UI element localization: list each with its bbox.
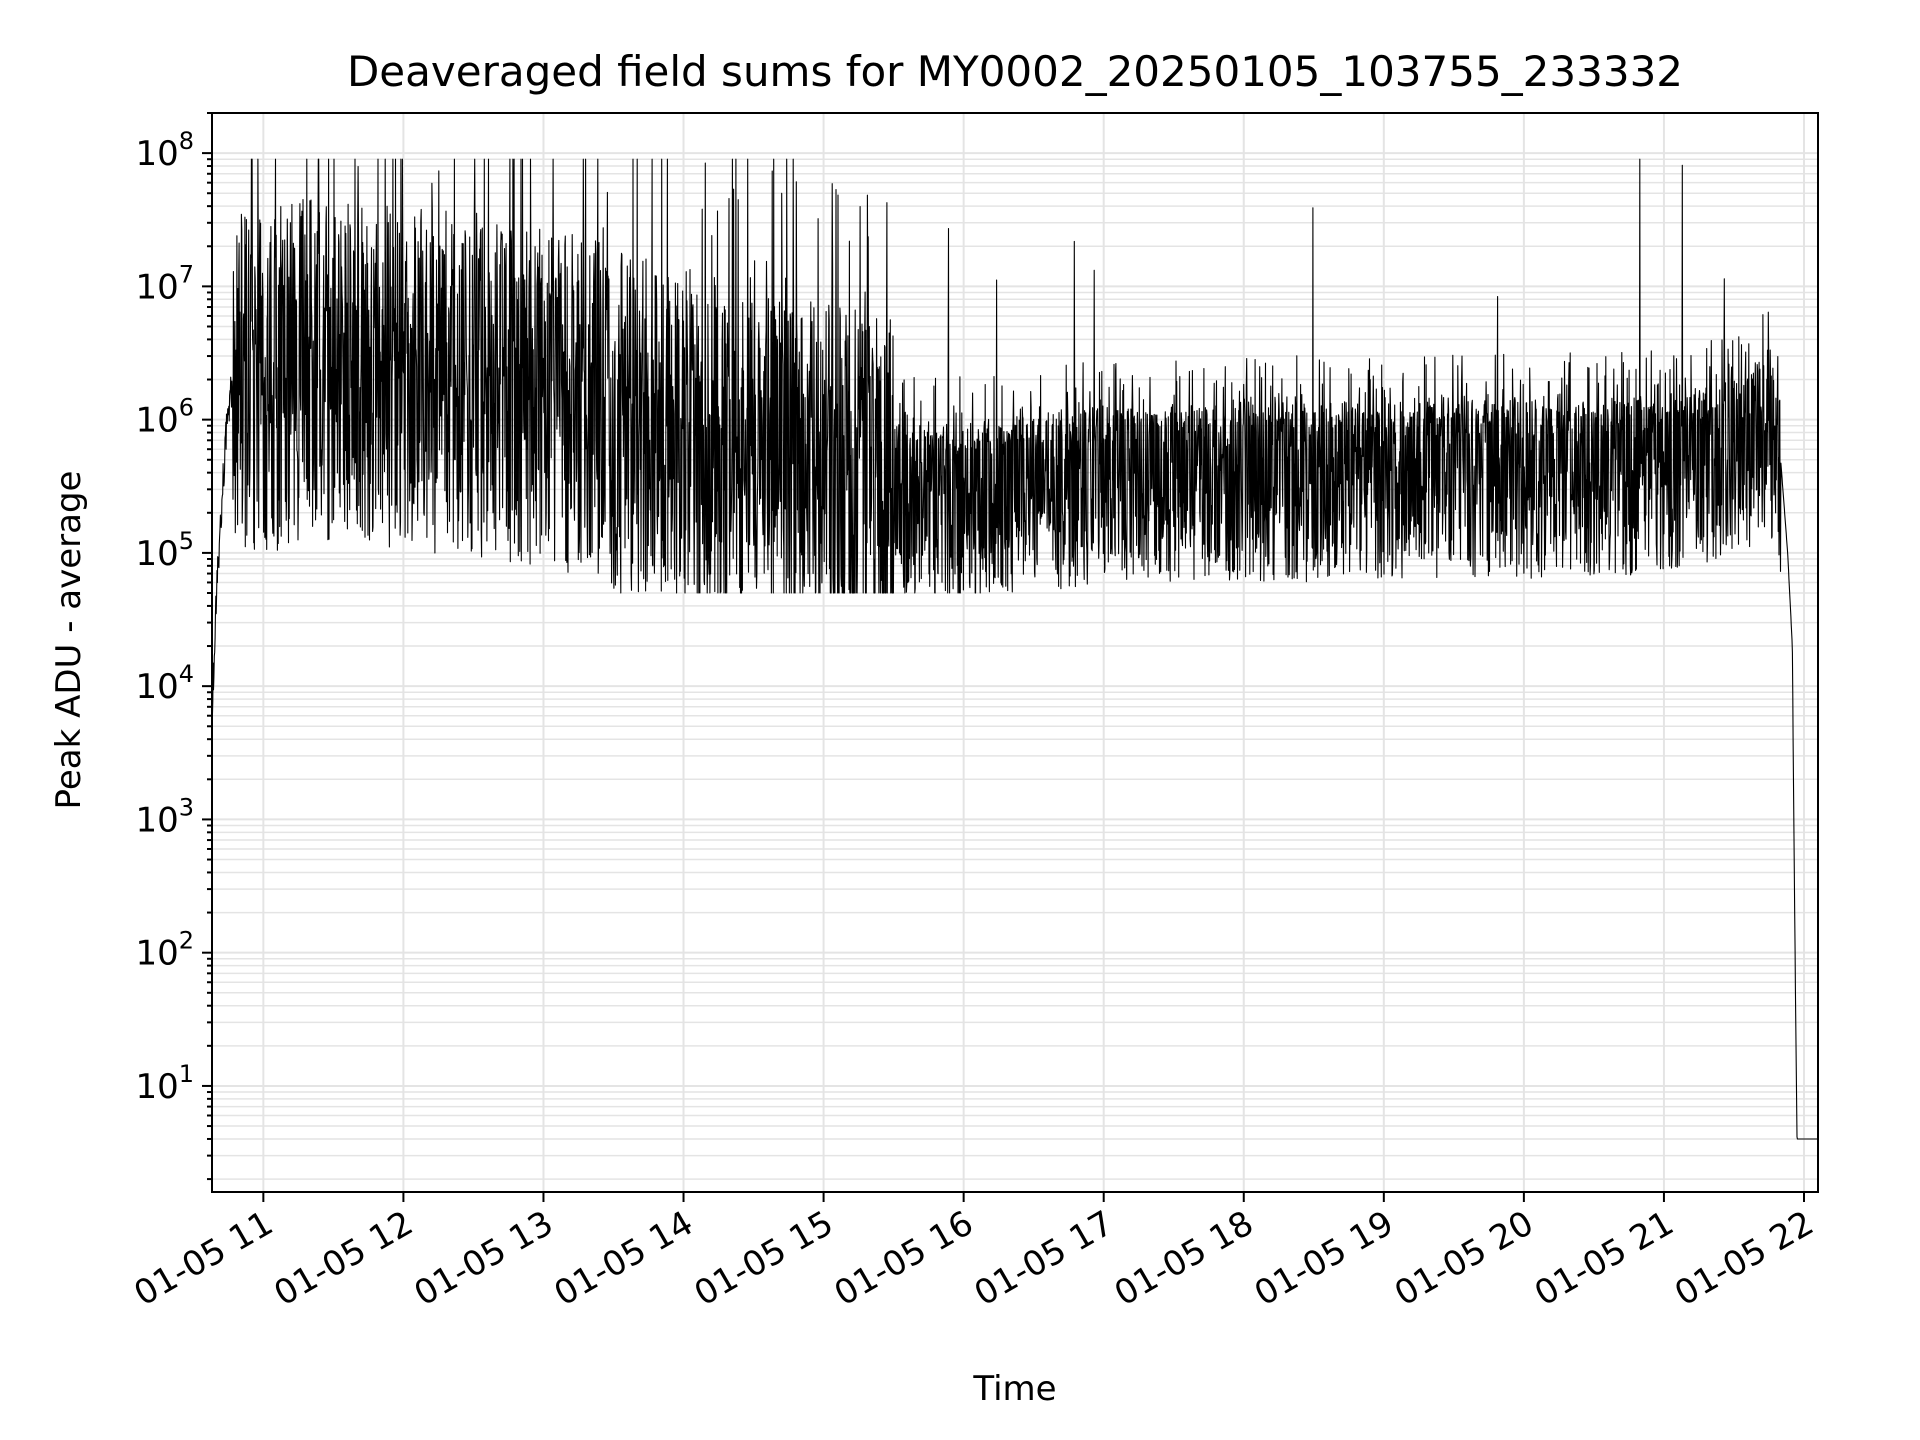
y-tick-label: 103 bbox=[135, 793, 194, 840]
y-tick-label: 107 bbox=[135, 260, 194, 307]
y-axis-label: Peak ADU - average bbox=[49, 471, 89, 810]
y-tick-label: 101 bbox=[135, 1060, 194, 1107]
y-tick-label: 108 bbox=[135, 127, 194, 174]
y-tick-label: 102 bbox=[135, 927, 194, 974]
plot-frame bbox=[211, 112, 1819, 1193]
chart-title: Deaveraged field sums for MY0002_2025010… bbox=[347, 47, 1683, 96]
series bbox=[211, 158, 1819, 1140]
series-line bbox=[211, 158, 1819, 1140]
x-axis-label: Time bbox=[972, 1369, 1056, 1409]
y-tick-label: 106 bbox=[135, 394, 194, 441]
y-tick-label: 105 bbox=[135, 527, 194, 574]
y-tick-label: 104 bbox=[135, 660, 194, 707]
